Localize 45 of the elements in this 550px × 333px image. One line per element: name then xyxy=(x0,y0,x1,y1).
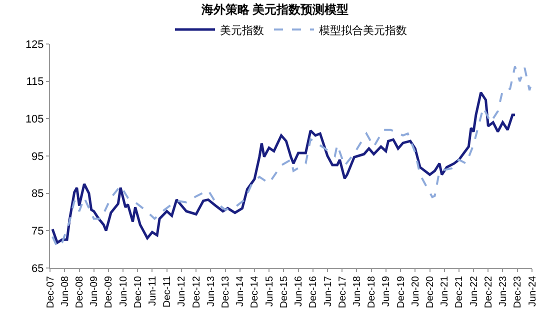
x-tick-label: Dec-11 xyxy=(162,276,174,308)
x-tick-label: Jun-12 xyxy=(176,276,188,307)
x-tick-label: Dec-17 xyxy=(337,276,348,308)
x-tick-label: Jun-11 xyxy=(147,276,158,306)
legend-label: 模型拟合美元指数 xyxy=(319,24,407,37)
x-tick-label: Dec-13 xyxy=(220,276,232,308)
x-tick-label: Dec-12 xyxy=(191,276,202,308)
x-tick-label: Dec-23 xyxy=(512,276,524,308)
x-tick-label: Jun-15 xyxy=(264,276,276,307)
x-tick-label: Dec-14 xyxy=(250,276,261,308)
x-tick-label: Jun-09 xyxy=(89,276,100,307)
x-tick-label: Dec-19 xyxy=(396,276,407,308)
x-tick-label: Jun-22 xyxy=(468,276,480,307)
legend-label: 美元指数 xyxy=(220,24,264,37)
y-tick-label: 125 xyxy=(25,38,44,51)
x-tick-label: Dec-09 xyxy=(104,276,115,308)
x-tick-label: Jun-13 xyxy=(206,276,217,307)
chart-title: 海外策略 美元指数预测模型 xyxy=(200,2,349,16)
x-tick-label: Dec-15 xyxy=(278,276,290,308)
y-tick-label: 65 xyxy=(32,262,44,275)
x-tick-label: Jun-08 xyxy=(60,276,71,307)
x-tick-label: Dec-22 xyxy=(483,276,494,308)
x-tick-label: Jun-23 xyxy=(498,276,509,307)
x-tick-label: Dec-20 xyxy=(425,276,436,308)
y-tick-label: 115 xyxy=(26,76,44,88)
x-tick-label: Jun-19 xyxy=(381,276,392,307)
y-tick-label: 85 xyxy=(32,188,44,200)
y-tick-label: 95 xyxy=(32,150,44,163)
y-tick-label: 105 xyxy=(25,114,44,126)
x-tick-label: Dec-18 xyxy=(366,276,378,308)
x-tick-label: Jun-17 xyxy=(322,276,334,307)
x-tick-label: Jun-14 xyxy=(235,276,246,307)
x-tick-label: Dec-21 xyxy=(454,276,466,308)
y-tick-label: 75 xyxy=(32,226,44,238)
x-tick-label: Jun-24 xyxy=(527,276,538,307)
x-tick-label: Dec-10 xyxy=(132,276,144,308)
x-tick-label: Jun-21 xyxy=(440,276,451,307)
line-series xyxy=(51,91,516,244)
x-tick-label: Jun-18 xyxy=(352,276,363,307)
x-tick-label: Jun-16 xyxy=(294,276,305,307)
x-tick-label: Jun-20 xyxy=(410,276,422,307)
x-tick-label: Jun-10 xyxy=(118,276,130,307)
x-tick-label: Dec-07 xyxy=(45,276,56,308)
x-tick-label: Dec-16 xyxy=(308,276,320,308)
x-tick-label: Dec-08 xyxy=(74,276,86,308)
